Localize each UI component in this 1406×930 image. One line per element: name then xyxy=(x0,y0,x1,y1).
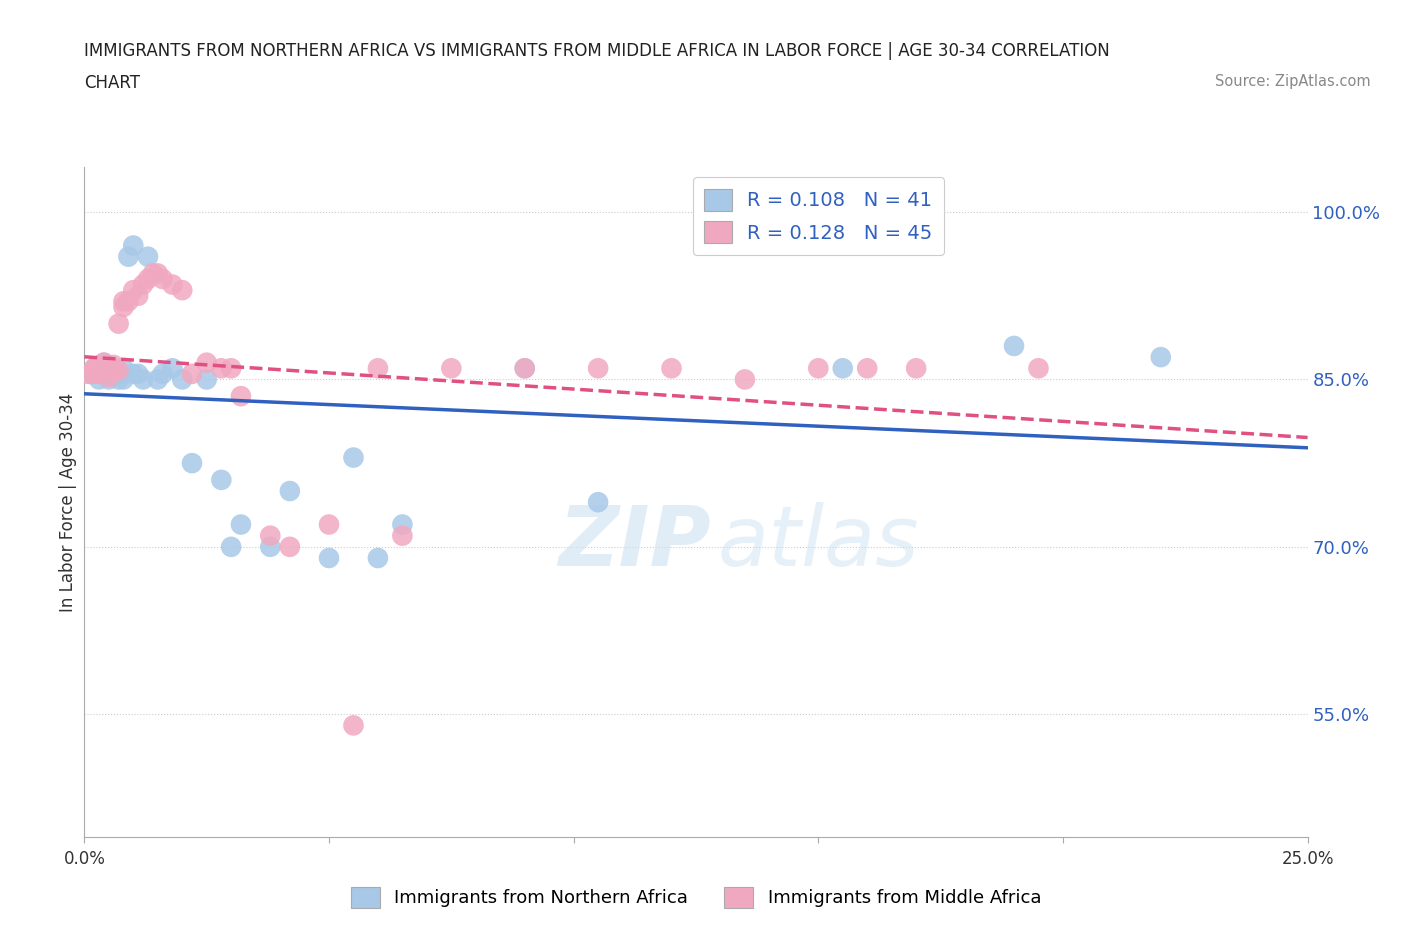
Point xyxy=(229,389,252,404)
Point xyxy=(122,283,145,298)
Point xyxy=(318,551,340,565)
Point xyxy=(127,366,149,381)
Point xyxy=(831,361,853,376)
Point xyxy=(122,238,145,253)
Point xyxy=(87,361,110,376)
Point xyxy=(259,528,281,543)
Point xyxy=(440,361,463,376)
Point xyxy=(127,288,149,303)
Point xyxy=(152,272,174,286)
Point xyxy=(136,249,159,264)
Point xyxy=(1002,339,1025,353)
Point xyxy=(112,361,135,376)
Text: CHART: CHART xyxy=(84,74,141,92)
Point xyxy=(107,372,129,387)
Point xyxy=(83,366,105,381)
Point xyxy=(87,359,110,374)
Point xyxy=(83,361,105,376)
Y-axis label: In Labor Force | Age 30-34: In Labor Force | Age 30-34 xyxy=(59,392,77,612)
Point xyxy=(661,361,683,376)
Text: ZIP: ZIP xyxy=(558,502,711,583)
Point xyxy=(83,366,105,381)
Text: 25.0%: 25.0% xyxy=(1281,850,1334,869)
Point xyxy=(195,372,218,387)
Point xyxy=(136,272,159,286)
Point xyxy=(209,472,232,487)
Point xyxy=(219,539,242,554)
Legend: Immigrants from Northern Africa, Immigrants from Middle Africa: Immigrants from Northern Africa, Immigra… xyxy=(343,880,1049,915)
Point xyxy=(586,495,609,510)
Point xyxy=(209,361,232,376)
Point xyxy=(97,370,120,385)
Text: 0.0%: 0.0% xyxy=(63,850,105,869)
Text: IMMIGRANTS FROM NORTHERN AFRICA VS IMMIGRANTS FROM MIDDLE AFRICA IN LABOR FORCE : IMMIGRANTS FROM NORTHERN AFRICA VS IMMIG… xyxy=(84,42,1111,60)
Point xyxy=(112,294,135,309)
Point xyxy=(93,355,115,370)
Point xyxy=(1150,350,1173,365)
Point xyxy=(103,366,125,381)
Point xyxy=(77,366,100,381)
Point xyxy=(97,361,120,376)
Point xyxy=(1028,361,1050,376)
Point xyxy=(195,355,218,370)
Point xyxy=(162,361,184,376)
Point xyxy=(117,249,139,264)
Point xyxy=(103,363,125,378)
Point xyxy=(112,299,135,314)
Point xyxy=(278,484,301,498)
Point xyxy=(278,539,301,554)
Point xyxy=(181,366,204,381)
Point xyxy=(856,361,879,376)
Point xyxy=(132,372,155,387)
Point xyxy=(172,283,194,298)
Point xyxy=(107,366,129,381)
Text: Source: ZipAtlas.com: Source: ZipAtlas.com xyxy=(1215,74,1371,89)
Point xyxy=(83,361,105,376)
Point xyxy=(107,316,129,331)
Point xyxy=(122,366,145,381)
Point xyxy=(87,366,110,381)
Point xyxy=(513,361,536,376)
Point xyxy=(93,366,115,381)
Point xyxy=(391,517,413,532)
Point xyxy=(103,361,125,376)
Point xyxy=(513,361,536,376)
Point xyxy=(152,366,174,381)
Point xyxy=(93,363,115,378)
Point xyxy=(367,361,389,376)
Point xyxy=(318,517,340,532)
Point xyxy=(142,266,165,281)
Point xyxy=(734,372,756,387)
Point xyxy=(367,551,389,565)
Point xyxy=(107,363,129,378)
Point xyxy=(229,517,252,532)
Point xyxy=(342,450,364,465)
Point xyxy=(391,528,413,543)
Point xyxy=(162,277,184,292)
Point xyxy=(97,372,120,387)
Point xyxy=(103,357,125,372)
Point xyxy=(172,372,194,387)
Point xyxy=(117,294,139,309)
Text: atlas: atlas xyxy=(717,502,920,583)
Point xyxy=(132,277,155,292)
Point xyxy=(219,361,242,376)
Point xyxy=(97,361,120,376)
Point xyxy=(146,372,169,387)
Point xyxy=(87,372,110,387)
Point xyxy=(342,718,364,733)
Point xyxy=(807,361,830,376)
Point xyxy=(93,355,115,370)
Point xyxy=(77,366,100,381)
Point xyxy=(586,361,609,376)
Point xyxy=(146,266,169,281)
Point xyxy=(112,372,135,387)
Point xyxy=(259,539,281,554)
Point xyxy=(181,456,204,471)
Point xyxy=(905,361,928,376)
